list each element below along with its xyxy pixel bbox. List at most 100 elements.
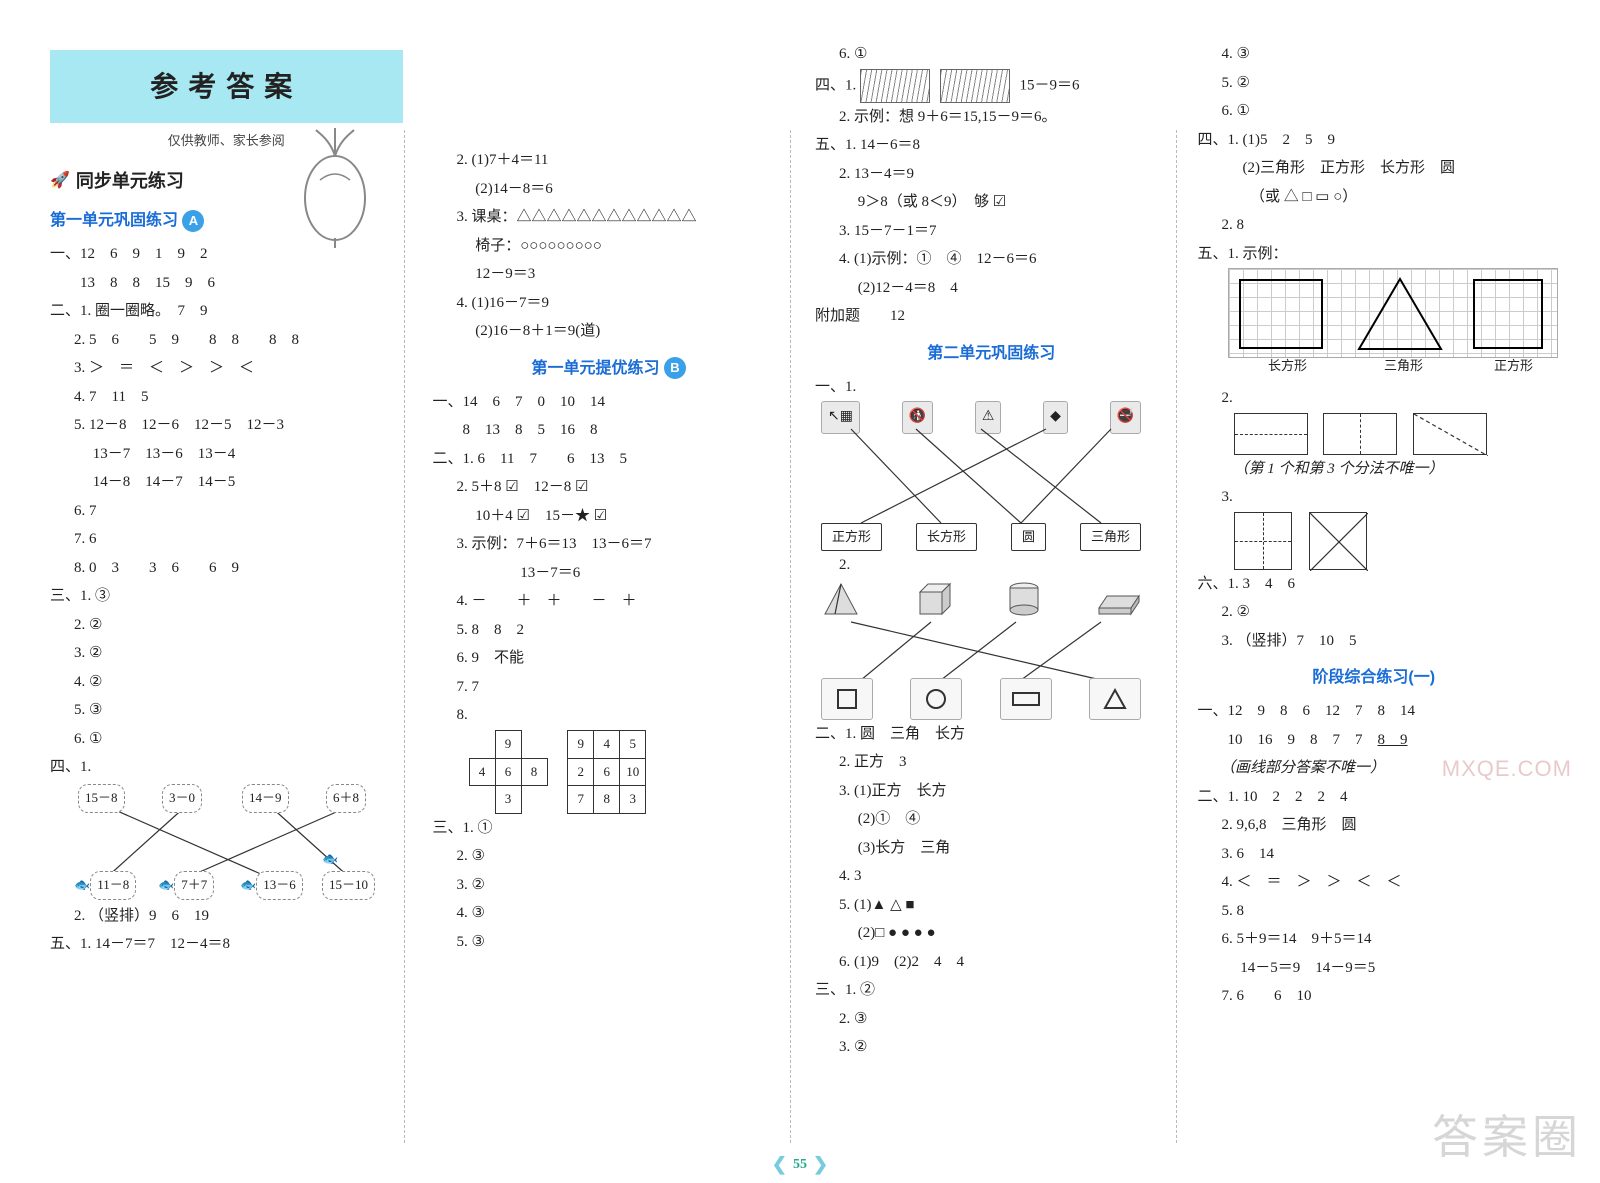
label: 三角形 — [1369, 354, 1439, 379]
text: 14－8 14－7 14－5 — [50, 468, 403, 497]
text: 2. 示例：想 9＋6＝15,15－9＝6。 — [815, 103, 1168, 132]
fish-matching-diagram: 15－8 3－0 14－9 6＋8 🐟11－8 🐟7＋7 🐟13－6 🐟15－1… — [70, 782, 390, 902]
table-a: 9 468 3 — [469, 730, 548, 814]
text: 6. (1)9 (2)2 4 4 — [815, 948, 1168, 977]
text: 3. ② — [815, 1033, 1168, 1062]
cell: 10 — [620, 758, 646, 786]
column-1: 参考答案 仅供教师、家长参阅 🚀 同步单元练习 第一单元巩固练习 A卷 一、12… — [50, 40, 403, 1163]
text: 二、1. 10 2 2 2 4 — [1198, 783, 1551, 812]
target-circle — [910, 678, 962, 720]
text: 3. ＞ ＝ ＜ ＞ ＞ ＜ — [50, 354, 403, 383]
chip: 圆 — [1011, 523, 1046, 552]
text: 3. (1)正方 长方 — [815, 777, 1168, 806]
text: (2)16－8＋1＝9(道) — [433, 317, 786, 346]
badge-b: B卷 — [664, 357, 686, 379]
text: 7. 6 6 10 — [1198, 982, 1551, 1011]
page-title: 参考答案 — [50, 50, 403, 123]
fish-label: 11－8 — [90, 871, 136, 900]
solid-match-diagram — [821, 580, 1141, 720]
chip: 正方形 — [821, 523, 882, 552]
text: 7. 7 — [433, 673, 786, 702]
cell: 6 — [495, 758, 521, 786]
text: 五、1. 示例： — [1198, 240, 1551, 269]
text: 2. 8 — [1198, 211, 1551, 240]
target-rect — [1000, 678, 1052, 720]
text: 五、1. 14－6＝8 — [815, 131, 1168, 160]
text: 10＋4 ☑ 15－★ ☑ — [433, 502, 786, 531]
target-square — [821, 678, 873, 720]
text: 14－5＝9 14－9＝5 — [1198, 954, 1551, 983]
text: 3. 课桌：△△△△△△△△△△△△ — [433, 203, 786, 232]
text: 二、1. 圈一圈略。 7 9 — [50, 297, 403, 326]
text: 8 13 8 5 16 8 — [433, 416, 786, 445]
text: 六、1. 3 4 6 — [1198, 570, 1551, 599]
badge-a: A卷 — [182, 210, 204, 232]
text: (2)三角形 正方形 长方形 圆 — [1198, 154, 1551, 183]
cell: 9 — [568, 730, 594, 758]
text: 5. 8 — [1198, 897, 1551, 926]
rocket-icon: 🚀 — [50, 166, 70, 196]
sync-heading-text: 同步单元练习 — [76, 164, 184, 198]
text: 4. － ＋ ＋ － ＋ — [433, 587, 786, 616]
grid-draw-example: 长方形 三角形 正方形 — [1228, 268, 1558, 358]
text: 2. (1)7＋4＝11 — [433, 146, 786, 175]
text: (2)① ④ — [815, 805, 1168, 834]
cell: 5 — [620, 730, 646, 758]
fish-label: 14－9 — [242, 784, 289, 813]
text: 6. ① — [815, 40, 1168, 69]
small-square-row — [1198, 512, 1551, 570]
mini-tables: 9 468 3 945 2610 783 — [433, 730, 786, 814]
chip: 三角形 — [1080, 523, 1141, 552]
text: 8. — [433, 701, 786, 730]
note: （第 1 个和第 3 个分法不唯一） — [1198, 455, 1551, 484]
text: 附加题 12 — [815, 302, 1168, 331]
square-diag-cross — [1309, 512, 1367, 570]
text: 8. 0 3 3 6 6 9 — [50, 554, 403, 583]
text: 4. 7 11 5 — [50, 383, 403, 412]
text: 二、1. 6 11 7 6 13 5 — [433, 445, 786, 474]
text: 4. 3 — [815, 862, 1168, 891]
text: 4. (1)示例：① ④ 12－6＝6 — [815, 245, 1168, 274]
cell: 9 — [495, 730, 521, 758]
text: (2)12－4＝8 4 — [815, 274, 1168, 303]
radish-illustration — [290, 128, 380, 248]
text: (2)14－8＝6 — [433, 175, 786, 204]
dash-box — [1323, 413, 1397, 455]
column-2: 2. (1)7＋4＝11 (2)14－8＝6 3. 课桌：△△△△△△△△△△△… — [433, 40, 786, 1163]
hatched-box — [860, 69, 930, 103]
text: 一、1. — [815, 373, 1168, 402]
fish-label: 3－0 — [162, 784, 202, 813]
text: 5. ③ — [433, 928, 786, 957]
text: 5. 12－8 12－6 12－5 12－3 — [50, 411, 403, 440]
text: 6. 5＋9＝14 9＋5＝14 — [1198, 925, 1551, 954]
text: 4. ＜ ＝ ＞ ＞ ＜ ＜ — [1198, 868, 1551, 897]
text: 6. 9 不能 — [433, 644, 786, 673]
text: 6. ① — [50, 725, 403, 754]
text: 3. ② — [50, 639, 403, 668]
cell: 6 — [594, 758, 620, 786]
text: 2. ③ — [433, 842, 786, 871]
fish-label: 6＋8 — [326, 784, 366, 813]
hatched-row: 四、1. 15－9＝6 — [815, 69, 1168, 103]
table-b: 945 2610 783 — [567, 730, 646, 814]
text: 一、14 6 7 0 10 14 — [433, 388, 786, 417]
text: 15－9＝6 — [1020, 77, 1080, 93]
text: 2. 9,6,8 三角形 圆 — [1198, 811, 1551, 840]
text: 三、1. ① — [433, 814, 786, 843]
text: 2. ③ — [815, 1005, 1168, 1034]
text: 4. ③ — [433, 899, 786, 928]
note: （画线部分答案不唯一） — [1198, 754, 1551, 783]
text: 5. ② — [1198, 69, 1551, 98]
cell: 3 — [620, 786, 646, 814]
text: 4. ③ — [1198, 40, 1551, 69]
column-separator — [790, 130, 791, 1143]
section-u1b-title: 第一单元提优练习 B卷 — [433, 354, 786, 384]
text: 4. (1)16－7＝9 — [433, 289, 786, 318]
text: 五、1. 14－7＝7 12－4＝8 — [50, 930, 403, 959]
text: 7. 6 — [50, 525, 403, 554]
text: 四、1. — [50, 753, 403, 782]
text: 2. 5 6 5 9 8 8 8 8 — [50, 326, 403, 355]
target-triangle — [1089, 678, 1141, 720]
cell: 8 — [594, 786, 620, 814]
text: 13－7＝6 — [433, 559, 786, 588]
